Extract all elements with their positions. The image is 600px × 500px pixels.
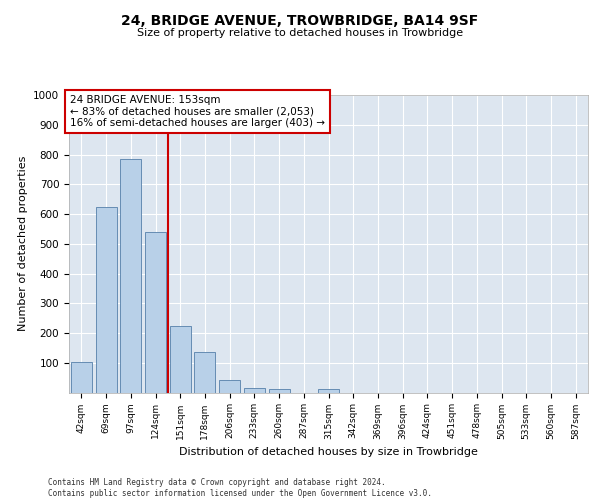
Bar xyxy=(95,206,116,392)
X-axis label: Distribution of detached houses by size in Trowbridge: Distribution of detached houses by size … xyxy=(179,447,478,457)
Bar xyxy=(145,232,166,392)
Bar xyxy=(194,352,215,393)
Text: 24, BRIDGE AVENUE, TROWBRIDGE, BA14 9SF: 24, BRIDGE AVENUE, TROWBRIDGE, BA14 9SF xyxy=(121,14,479,28)
Bar xyxy=(244,388,265,392)
Text: Size of property relative to detached houses in Trowbridge: Size of property relative to detached ho… xyxy=(137,28,463,38)
Bar xyxy=(269,389,290,392)
Text: Contains HM Land Registry data © Crown copyright and database right 2024.
Contai: Contains HM Land Registry data © Crown c… xyxy=(48,478,432,498)
Y-axis label: Number of detached properties: Number of detached properties xyxy=(17,156,28,332)
Text: 24 BRIDGE AVENUE: 153sqm
← 83% of detached houses are smaller (2,053)
16% of sem: 24 BRIDGE AVENUE: 153sqm ← 83% of detach… xyxy=(70,95,325,128)
Bar xyxy=(318,389,339,392)
Bar xyxy=(219,380,240,392)
Bar xyxy=(120,159,141,392)
Bar xyxy=(170,326,191,392)
Bar xyxy=(71,362,92,392)
